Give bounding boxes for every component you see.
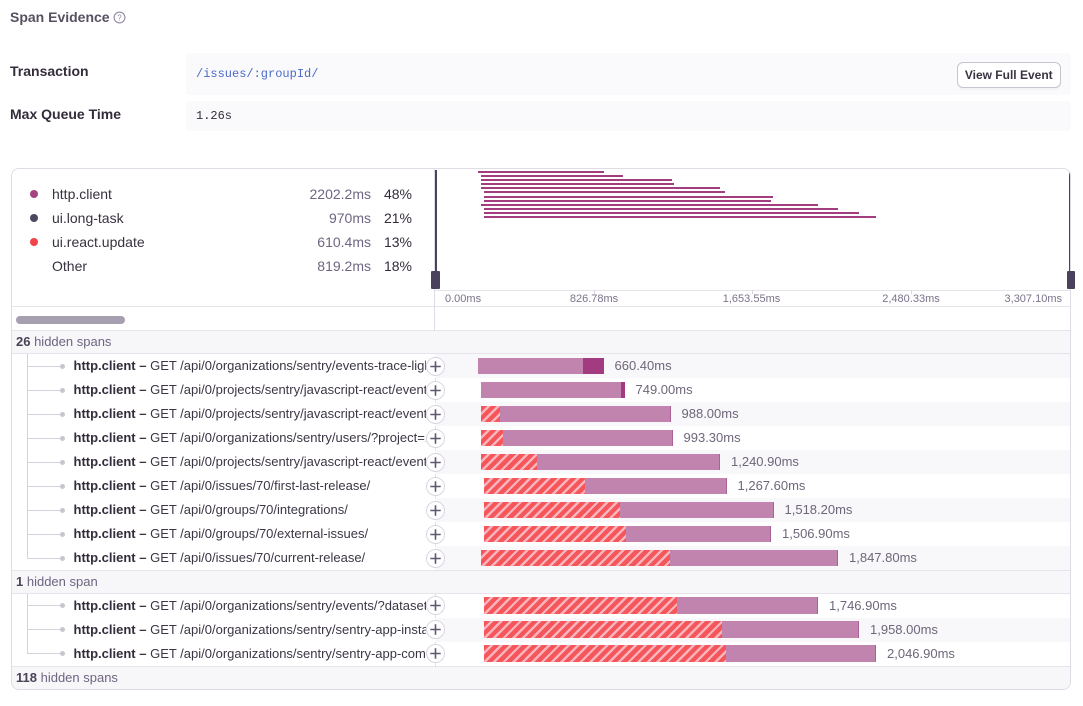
svg-text:?: ? <box>117 13 122 22</box>
